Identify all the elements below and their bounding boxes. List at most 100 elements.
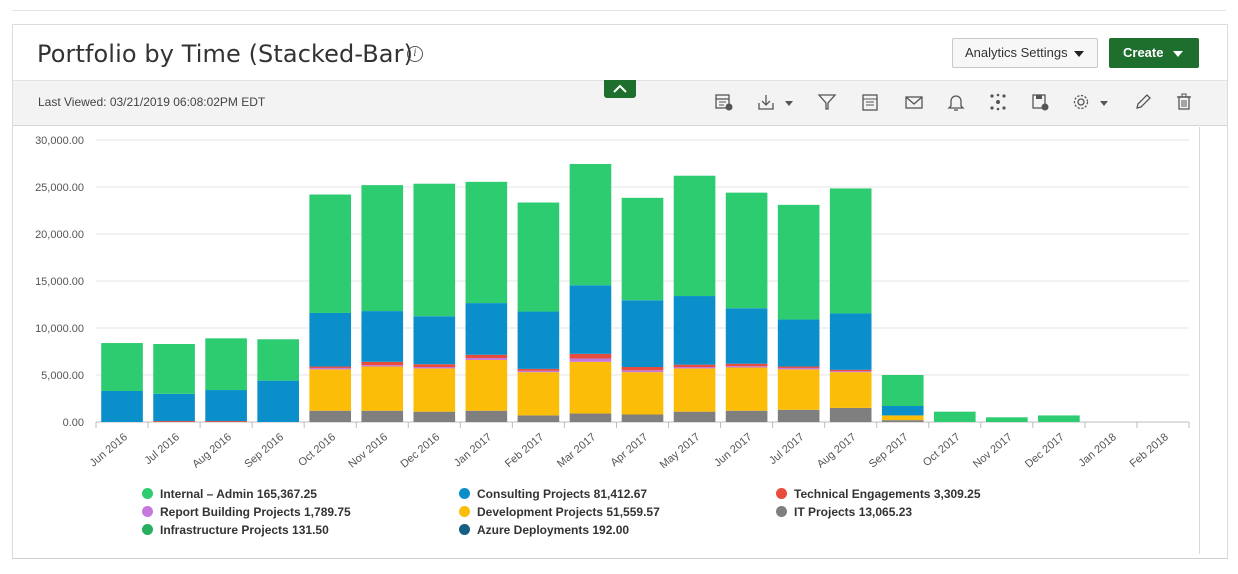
bar-segment: [777, 319, 820, 367]
info-icon[interactable]: i: [407, 46, 423, 62]
chevron-down-icon[interactable]: [785, 101, 793, 106]
legend-label: Consulting Projects 81,412.67: [477, 487, 648, 501]
edit-icon[interactable]: [1133, 92, 1155, 112]
bar-segment: [517, 372, 560, 416]
x-tick-label: Jan 2017: [452, 431, 494, 469]
legend-item[interactable]: Development Projects 51,559.57: [459, 505, 660, 519]
bar-segment: [777, 204, 820, 320]
x-tick-label: Oct 2017: [921, 431, 963, 469]
bar-segment: [309, 410, 352, 422]
x-tick-label: Jun 2017: [712, 431, 754, 469]
legend-swatch: [459, 506, 470, 517]
bar-segment: [829, 188, 872, 314]
chevron-down-icon: [1173, 51, 1183, 57]
bar-segment: [361, 366, 404, 411]
bar-segment: [569, 285, 612, 354]
bar-segment: [986, 417, 1028, 422]
bar-segment: [621, 372, 664, 415]
y-tick-label: 20,000.00: [35, 229, 84, 241]
bar-segment: [205, 338, 247, 391]
y-tick-label: 10,000.00: [35, 323, 84, 335]
bar-segment: [517, 370, 560, 373]
analytics-settings-button[interactable]: Analytics Settings: [952, 38, 1098, 68]
x-tick-label: Jul 2016: [142, 431, 182, 467]
legend-swatch: [142, 506, 153, 517]
chevron-down-icon[interactable]: [1100, 101, 1108, 106]
legend-item[interactable]: IT Projects 13,065.23: [776, 505, 912, 519]
chart-svg: 0.00 5,000.00 10,000.00 15,000.00 20,000.00 2…: [35, 135, 1190, 471]
legend-item[interactable]: Report Building Projects 1,789.75: [142, 505, 351, 519]
bar-segment: [153, 393, 195, 422]
chevron-down-icon: [1074, 51, 1084, 57]
bar-segment: [465, 359, 508, 411]
x-tick-label: May 2017: [658, 431, 703, 471]
bar-segment: [361, 365, 404, 367]
legend-item[interactable]: Internal – Admin 165,367.25: [142, 487, 317, 501]
filter-icon[interactable]: [817, 92, 839, 112]
bar-segment: [361, 410, 404, 422]
bar-segment: [881, 420, 924, 422]
legend-item[interactable]: Azure Deployments 192.00: [459, 523, 629, 537]
download-icon[interactable]: [756, 92, 778, 112]
trash-icon[interactable]: [1174, 92, 1196, 112]
bar-segment: [725, 410, 768, 422]
email-icon[interactable]: [904, 92, 926, 112]
x-tick-label: Sep 2016: [242, 431, 286, 470]
x-tick-label: Oct 2016: [296, 431, 338, 469]
bar-segment: [309, 369, 352, 411]
bar-segment: [465, 303, 508, 355]
bar-segment: [673, 367, 716, 369]
panel-scroll-divider: [1199, 127, 1200, 554]
bar-segment: [777, 369, 820, 410]
save-icon[interactable]: [1030, 92, 1052, 112]
y-tick-label: 30,000.00: [35, 135, 84, 147]
legend-item[interactable]: Infrastructure Projects 131.50: [142, 523, 329, 537]
bar-segment: [569, 413, 612, 422]
x-tick-label: Jun 2016: [88, 431, 130, 469]
gear-icon[interactable]: [1071, 92, 1093, 112]
bar-segment: [621, 367, 664, 371]
x-tick-label: Nov 2016: [346, 431, 390, 470]
bar-segment: [517, 311, 560, 369]
bar-segment: [777, 367, 820, 370]
bar-segment: [413, 411, 456, 422]
bar-segment: [465, 181, 508, 304]
stacked-bar-chart: 0.00 5,000.00 10,000.00 15,000.00 20,000.00 2…: [13, 125, 1227, 559]
bar-segment: [569, 353, 612, 359]
create-button[interactable]: Create: [1109, 38, 1199, 68]
legend-label: Report Building Projects 1,789.75: [160, 505, 351, 519]
bar-segment: [673, 411, 716, 422]
bar-segment: [517, 415, 560, 422]
x-tick-label: Apr 2017: [609, 431, 651, 469]
bell-icon[interactable]: [946, 92, 968, 112]
bar-segment: [413, 368, 456, 412]
collapse-toggle[interactable]: [604, 80, 636, 98]
x-tick-label: Jul 2017: [767, 431, 807, 467]
bar-segment: [569, 163, 612, 286]
legend-swatch: [776, 506, 787, 517]
y-tick-label: 25,000.00: [35, 182, 84, 194]
report-settings-icon[interactable]: [714, 92, 736, 112]
legend-swatch: [142, 524, 153, 535]
bar-segment: [309, 367, 352, 370]
bar-segment: [101, 343, 143, 391]
bar-segment: [725, 363, 768, 367]
y-tick-label: 15,000.00: [35, 276, 84, 288]
bar-segment: [309, 194, 352, 313]
y-tick-label: 0.00: [63, 417, 84, 429]
bar-segment: [101, 390, 143, 422]
bar-segment: [465, 354, 508, 359]
legend-swatch: [459, 488, 470, 499]
bar-segment: [829, 372, 872, 408]
x-tick-label: Feb 2018: [1128, 431, 1171, 470]
bar-segment: [673, 296, 716, 365]
legend-item[interactable]: Consulting Projects 81,412.67: [459, 487, 647, 501]
legend-label: IT Projects 13,065.23: [794, 505, 913, 519]
legend-swatch: [776, 488, 787, 499]
calendar-icon[interactable]: [860, 92, 882, 112]
share-icon[interactable]: [988, 92, 1010, 112]
bar-segment: [829, 407, 872, 422]
chevron-up-icon: [613, 84, 627, 93]
legend-item[interactable]: Technical Engagements 3,309.25: [776, 487, 981, 501]
bar-segment: [361, 311, 404, 362]
